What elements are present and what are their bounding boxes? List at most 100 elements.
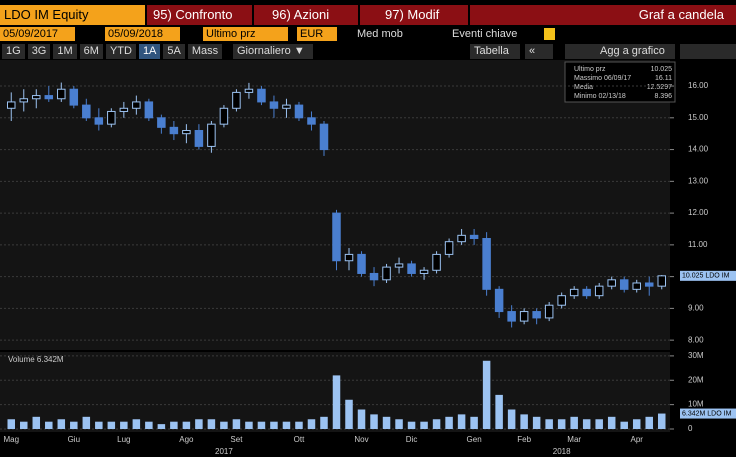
y-tick-label: 15.00	[688, 113, 709, 122]
volume-bar	[395, 419, 403, 429]
period-button[interactable]: 1M	[53, 44, 77, 59]
volume-bar	[207, 419, 216, 429]
tab[interactable]: 96) Azioni	[254, 5, 358, 25]
x-tick-label: Mag	[3, 435, 19, 444]
x-tick-label: Ago	[179, 435, 194, 444]
legend-label: Massimo 06/09/17	[574, 75, 631, 82]
x-tick-label: Apr	[630, 435, 643, 444]
x-tick-label: Feb	[517, 435, 531, 444]
candle-body	[394, 263, 404, 268]
candle-body	[169, 126, 179, 135]
volume-bar	[7, 419, 16, 429]
volume-bar	[645, 416, 653, 429]
candle-body	[494, 288, 504, 313]
x-tick-label: Mar	[567, 435, 581, 444]
volume-bar	[420, 421, 428, 429]
checkbox[interactable]: Eventi chiave	[452, 28, 518, 40]
currency-select[interactable]: EUR	[297, 27, 337, 41]
volume-bar	[20, 421, 28, 429]
tab[interactable]: 95) Confronto	[147, 5, 252, 25]
candle-body	[257, 88, 266, 103]
volume-bar	[182, 421, 191, 429]
end-date[interactable]: 05/09/2018	[105, 27, 180, 41]
period-button[interactable]: 1G	[2, 44, 25, 59]
volume-bar	[332, 375, 341, 429]
volume-bar	[470, 416, 478, 429]
candle-body	[44, 95, 54, 100]
frequency-select[interactable]: Giornaliero ▼	[233, 44, 313, 59]
settings-button[interactable]	[680, 44, 736, 59]
start-date[interactable]: 05/09/2017	[0, 27, 75, 41]
field-select[interactable]: Ultimo prz	[203, 27, 288, 41]
volume-bar	[445, 416, 453, 429]
volume-bar	[307, 419, 316, 429]
candle-body	[369, 272, 379, 281]
volume-bar	[95, 421, 103, 429]
panel-title: Volume 6.342M	[8, 355, 64, 364]
candle-body	[557, 295, 566, 306]
volume-bar	[457, 414, 466, 429]
tab[interactable]: 97) Modif	[360, 5, 468, 25]
volume-bar	[220, 421, 228, 429]
x-tick-label: Set	[230, 435, 243, 444]
candle-body	[144, 101, 154, 119]
chart: Ultimo prz 10.025 Massimo 06/09/17 16.11 Med…	[0, 60, 736, 456]
last-value-tag	[680, 270, 736, 281]
period-button[interactable]: Mass	[187, 44, 223, 59]
candle-body	[32, 95, 41, 100]
period-button[interactable]: YTD	[105, 44, 136, 59]
candle-body	[132, 101, 141, 109]
period-button[interactable]: 5A	[163, 44, 185, 59]
legend-label: Media	[574, 84, 593, 91]
x-year-label: 2018	[553, 447, 571, 456]
period-button[interactable]: 3G	[27, 44, 51, 59]
volume-bar	[407, 421, 416, 429]
candle-body	[119, 107, 129, 112]
volume-bar	[545, 419, 553, 429]
candle-body	[269, 101, 279, 109]
candle-body	[182, 130, 191, 135]
collapse-button[interactable]: «	[525, 44, 553, 59]
volume-bar	[70, 421, 78, 429]
add-button[interactable]: Agg a grafico	[565, 44, 675, 59]
y-tick-label: 8.00	[688, 335, 704, 344]
candle-body	[7, 101, 16, 109]
volume-bar	[570, 416, 578, 429]
y-tick-label: 13.00	[688, 176, 709, 185]
candle-body	[219, 107, 229, 125]
last-value-tag	[680, 408, 736, 419]
legend-value: 12.5297	[647, 84, 672, 91]
candle-body	[94, 117, 104, 125]
volume-bar	[132, 419, 141, 429]
y-tick-label: 11.00	[688, 240, 708, 249]
volume-bar	[257, 421, 266, 429]
checkbox[interactable]: Med mob	[357, 28, 403, 40]
legend-label: Ultimo prz	[574, 66, 606, 73]
y-tick-label: 20M	[688, 375, 704, 384]
info-icon[interactable]	[544, 28, 555, 40]
period-button[interactable]: 6M	[79, 44, 103, 59]
volume-bar	[45, 421, 53, 429]
y-tick-label: 0	[688, 424, 693, 433]
candle-body	[244, 88, 254, 93]
volume-bar	[232, 419, 241, 429]
candle-body	[19, 98, 29, 103]
candle-body	[619, 279, 629, 290]
volume-bar	[295, 421, 303, 429]
legend-label: Minimo 02/13/18	[574, 93, 626, 100]
candle-body	[232, 91, 241, 109]
volume-bar	[582, 419, 591, 429]
legend-box	[564, 61, 676, 103]
period-button[interactable]: 1A	[138, 44, 161, 59]
candle-body	[519, 311, 529, 322]
candle-body	[82, 104, 91, 119]
table-button[interactable]: Tabella	[470, 44, 520, 59]
security-field[interactable]: LDO IM Equity	[0, 5, 145, 25]
volume-bar	[632, 419, 641, 429]
x-tick-label: Gen	[467, 435, 482, 444]
volume-bar	[157, 424, 166, 429]
candle-body	[482, 238, 491, 290]
candle-body	[594, 285, 604, 297]
